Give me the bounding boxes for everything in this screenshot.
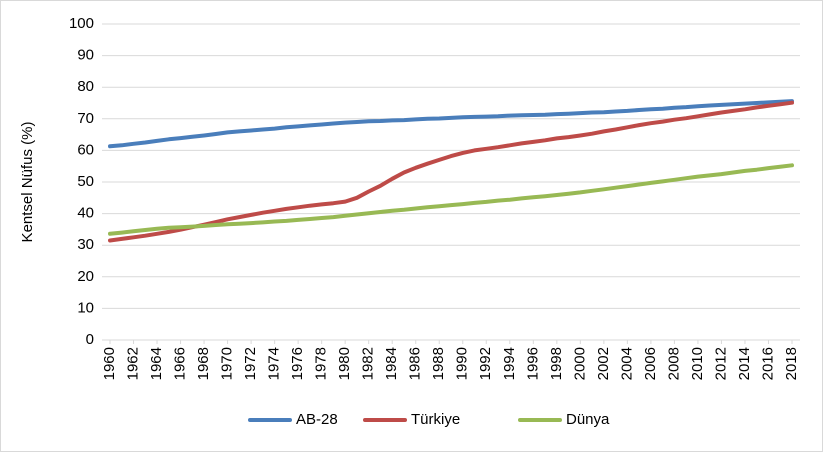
x-tick-label: 2016 xyxy=(759,347,776,380)
x-tick-label: 1990 xyxy=(454,347,471,380)
x-tick-label: 1978 xyxy=(313,347,330,380)
x-tick-label: 1970 xyxy=(219,347,236,380)
x-tick-label: 2010 xyxy=(689,347,706,380)
x-tick-label: 1966 xyxy=(172,347,189,380)
x-tick-label: 2008 xyxy=(665,347,682,380)
y-axis-label: Kentsel Nüfus (%) xyxy=(19,122,36,243)
x-tick-label: 1976 xyxy=(289,347,306,380)
y-tick-label: 70 xyxy=(77,110,94,127)
x-tick-label: 1984 xyxy=(383,347,400,380)
y-tick-label: 30 xyxy=(77,236,94,253)
x-tick-label: 1960 xyxy=(101,347,118,380)
y-tick-label: 100 xyxy=(69,15,94,32)
x-tick-label: 1974 xyxy=(266,347,283,380)
legend-label: AB-28 xyxy=(296,411,338,428)
x-tick-label: 1998 xyxy=(548,347,565,380)
series-line xyxy=(108,99,794,149)
x-tick-label: 2012 xyxy=(712,347,729,380)
x-tick-label: 1994 xyxy=(501,347,518,380)
x-tick-label: 2006 xyxy=(642,347,659,380)
series-line xyxy=(108,100,794,243)
x-tick-label: 2002 xyxy=(595,347,612,380)
x-tick-label: 1986 xyxy=(407,347,424,380)
series-line xyxy=(108,163,794,236)
x-tick-label: 1982 xyxy=(360,347,377,380)
x-tick-label: 1968 xyxy=(195,347,212,380)
x-tick-label: 1972 xyxy=(242,347,259,380)
x-tick-label: 2014 xyxy=(736,347,753,380)
x-tick-label: 1988 xyxy=(430,347,447,380)
y-tick-label: 80 xyxy=(77,78,94,95)
y-tick-label: 0 xyxy=(86,331,94,348)
legend-label: Dünya xyxy=(566,411,610,428)
y-tick-label: 60 xyxy=(77,141,94,158)
legend-label: Türkiye xyxy=(411,411,460,428)
y-tick-label: 40 xyxy=(77,205,94,222)
x-tick-label: 2004 xyxy=(618,347,635,380)
x-tick-label: 1980 xyxy=(336,347,353,380)
x-tick-label: 1996 xyxy=(524,347,541,380)
x-tick-label: 2000 xyxy=(571,347,588,380)
x-tick-label: 2018 xyxy=(783,347,800,380)
x-tick-label: 1962 xyxy=(124,347,141,380)
y-tick-label: 90 xyxy=(77,47,94,64)
y-tick-label: 20 xyxy=(77,268,94,285)
y-tick-label: 10 xyxy=(77,299,94,316)
x-tick-label: 1992 xyxy=(477,347,494,380)
x-tick-label: 1964 xyxy=(148,347,165,380)
y-tick-label: 50 xyxy=(77,173,94,190)
